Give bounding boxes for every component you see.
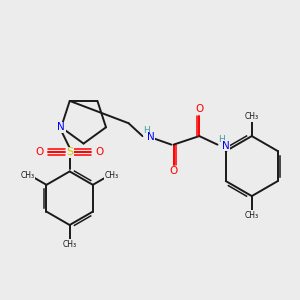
Text: N: N xyxy=(222,141,230,151)
Text: CH₃: CH₃ xyxy=(245,112,259,121)
Text: H: H xyxy=(143,126,150,135)
Text: N: N xyxy=(57,122,65,132)
Text: CH₃: CH₃ xyxy=(63,240,77,249)
Text: O: O xyxy=(195,104,203,114)
Text: S: S xyxy=(66,147,73,157)
Text: O: O xyxy=(95,147,104,157)
Text: O: O xyxy=(35,147,44,157)
Text: CH₃: CH₃ xyxy=(245,211,259,220)
Text: H: H xyxy=(218,135,225,144)
Text: O: O xyxy=(169,167,178,176)
Text: CH₃: CH₃ xyxy=(104,171,118,180)
Text: N: N xyxy=(147,132,155,142)
Text: CH₃: CH₃ xyxy=(21,171,35,180)
